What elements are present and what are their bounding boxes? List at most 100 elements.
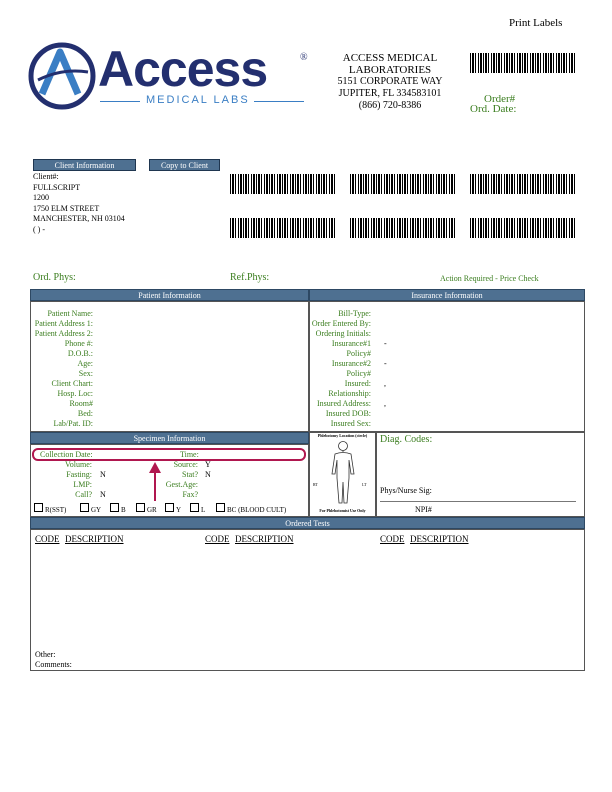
insurance-field-value: - (384, 359, 387, 368)
client-info: Client#: FULLSCRIPT 1200 1750 ELM STREET… (33, 172, 125, 235)
ordered-tests-header: Ordered Tests (30, 517, 585, 529)
stat-label: Stat? (182, 470, 198, 479)
patient-field-label: Room# (69, 399, 93, 408)
tube-checkbox[interactable] (165, 503, 174, 512)
patient-field-label: Sex: (78, 369, 93, 378)
label-barcode-3 (470, 174, 575, 194)
description-column-header-1: DESCRIPTION (65, 534, 124, 544)
client-id: 1200 (33, 193, 49, 202)
patient-field-label: Client Chart: (51, 379, 93, 388)
diag-codes-label: Diag. Codes: (380, 434, 433, 445)
patient-field-label: D.O.B.: (67, 349, 93, 358)
phys-signature-label: Phys/Nurse Sig: (380, 486, 432, 495)
insurance-field-value: , (384, 379, 386, 388)
logo-mark-icon (28, 42, 96, 110)
label-barcode-2 (350, 174, 455, 194)
code-column-header-3: CODE (380, 534, 405, 544)
signature-line (380, 501, 576, 502)
arrow-up-icon (149, 462, 161, 501)
tube-checkbox-label: GY (91, 506, 102, 514)
code-column-header-2: CODE (205, 534, 230, 544)
tube-checkbox-label: L (201, 506, 206, 514)
insurance-field-label: Bill-Type: (338, 309, 371, 318)
right-side-label: RT (313, 482, 318, 487)
label-barcode-6 (470, 218, 575, 238)
patient-field-label: Patient Address 2: (34, 329, 93, 338)
patient-field-label: Age: (77, 359, 93, 368)
logo-line-right (254, 101, 304, 102)
patient-field-label: Bed: (77, 409, 93, 418)
insurance-field-value: , (384, 399, 386, 408)
lab-city: JUPITER, FL 334583101 (338, 88, 442, 99)
referring-physician-label: Ref.Phys: (230, 272, 270, 283)
tube-checkbox-label: R(SST) (45, 506, 67, 514)
phlebotomy-footer: For Phlebotomist Use Only (319, 508, 366, 513)
phlebotomy-title: Phlebotomy Location (circle) (317, 433, 368, 438)
insurance-field-label: Ordering Initials: (315, 329, 371, 338)
patient-field-label: Hosp. Loc: (57, 389, 93, 398)
call-label: Call? (75, 490, 92, 499)
comments-label: Comments: (35, 660, 72, 669)
tube-checkbox[interactable] (216, 503, 225, 512)
tube-checkbox-label: B (121, 506, 126, 514)
tube-checkbox[interactable] (110, 503, 119, 512)
description-column-header-3: DESCRIPTION (410, 534, 469, 544)
print-labels-link[interactable]: Print Labels (509, 17, 563, 29)
insurance-field-label: Insured: (344, 379, 371, 388)
client-city: MANCHESTER, NH 03104 (33, 214, 125, 223)
description-column-header-2: DESCRIPTION (235, 534, 294, 544)
tube-checkbox[interactable] (80, 503, 89, 512)
collection-date-label: Collection Date: (40, 450, 93, 459)
order-number-label: Order# (484, 93, 516, 105)
lmp-label: LMP: (73, 480, 92, 489)
gest-age-label: Gest.Age: (165, 480, 198, 489)
insurance-field-label: Relationship: (328, 389, 371, 398)
stat-value: N (205, 470, 211, 479)
patient-field-label: Lab/Pat. ID: (53, 419, 93, 428)
specimen-information-header: Specimen Information (30, 432, 309, 444)
fasting-label: Fasting: (66, 470, 92, 479)
client-information-button[interactable]: Client Information (33, 159, 136, 171)
patient-field-label: Patient Address 1: (34, 319, 93, 328)
lab-name-line1: ACCESS MEDICAL (342, 52, 438, 64)
source-label: Source: (173, 460, 198, 469)
ordering-physician-label: Ord. Phys: (33, 272, 76, 283)
logo-line-left (100, 101, 140, 102)
tube-checkbox[interactable] (34, 503, 43, 512)
tube-checkbox-label: GR (147, 506, 157, 514)
tube-checkbox[interactable] (190, 503, 199, 512)
specimen-info-box (30, 444, 309, 517)
insurance-field-label: Insured Address: (317, 399, 371, 408)
patient-information-header: Patient Information (30, 289, 309, 301)
insurance-field-label: Insurance#1 (331, 339, 371, 348)
patient-field-label: Patient Name: (47, 309, 93, 318)
order-barcode (470, 53, 575, 73)
label-barcode-5 (350, 218, 455, 238)
copy-to-client-button[interactable]: Copy to Client (149, 159, 220, 171)
insurance-info-box (309, 301, 585, 432)
tube-checkbox-label: Y (176, 506, 182, 514)
insurance-information-header: Insurance Information (309, 289, 585, 301)
label-barcode-1 (230, 174, 335, 194)
collection-date-highlight (32, 448, 306, 461)
body-figure-icon[interactable] (324, 440, 362, 506)
phlebotomy-box (309, 432, 376, 517)
tube-checkbox[interactable] (136, 503, 145, 512)
patient-info-box (30, 301, 309, 432)
client-number-label: Client#: (33, 172, 59, 181)
lab-address: ACCESS MEDICAL LABORATORIES 5151 CORPORA… (330, 52, 450, 112)
code-column-header-1: CODE (35, 534, 60, 544)
insurance-field-label: Insured Sex: (330, 419, 371, 428)
logo-tagline: MEDICAL LABS (146, 94, 250, 106)
patient-field-label: Phone #: (64, 339, 93, 348)
insurance-field-label: Policy# (346, 349, 371, 358)
logo-registered: ® (300, 52, 308, 63)
order-date-label: Ord. Date: (470, 103, 517, 115)
left-side-label: LT (362, 482, 367, 487)
other-label: Other: (35, 650, 56, 659)
lab-street: 5151 CORPORATE WAY (337, 76, 443, 87)
insurance-field-label: Insured DOB: (325, 409, 371, 418)
insurance-field-value: - (384, 339, 387, 348)
ordered-tests-box (30, 529, 585, 671)
insurance-field-label: Order Entered By: (311, 319, 371, 328)
